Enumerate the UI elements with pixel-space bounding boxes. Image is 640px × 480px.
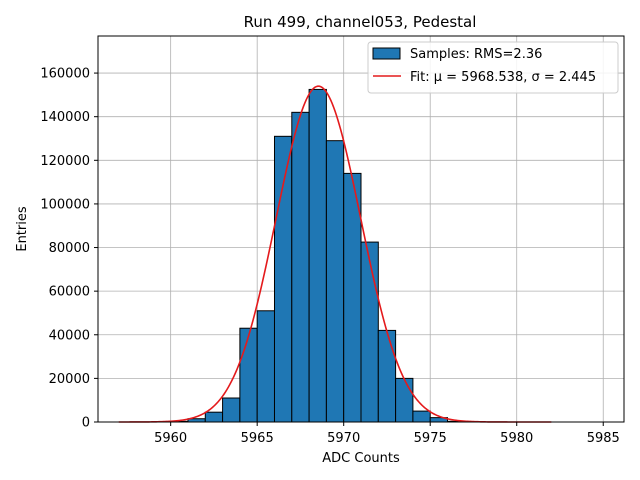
y-tick-label: 20000 [49, 372, 90, 387]
legend: Samples: RMS=2.36 Fit: μ = 5968.538, σ =… [367, 41, 619, 94]
grid [98, 36, 624, 423]
y-axis-label: Entries [15, 206, 30, 252]
y-tick-label: 120000 [40, 154, 90, 169]
x-tick-label: 5985 [587, 431, 620, 446]
histogram-bar [239, 327, 258, 423]
legend-box [367, 41, 619, 94]
legend-label-fit: Fit: μ = 5968.538, σ = 2.445 [410, 70, 596, 85]
chart-title: Run 499, channel053, Pedestal [244, 13, 477, 31]
histogram-bar [412, 410, 431, 423]
y-tick-label: 60000 [49, 285, 90, 300]
histogram-bar [222, 397, 241, 423]
histogram-bar [360, 241, 379, 423]
histogram-bar [204, 411, 224, 423]
x-axis-ticks: 5960 5965 5970 5975 5980 5985 [154, 422, 620, 446]
x-tick-label: 5980 [500, 431, 533, 446]
y-tick-label: 100000 [40, 197, 90, 212]
legend-swatch-samples [372, 47, 401, 60]
x-axis-label: ADC Counts [322, 451, 400, 466]
y-tick-label: 80000 [49, 241, 90, 256]
histogram-bar [273, 135, 293, 423]
y-tick-label: 140000 [40, 110, 90, 125]
y-tick-label: 160000 [40, 67, 90, 82]
x-tick-label: 5975 [414, 431, 447, 446]
histogram-bars [170, 88, 466, 423]
histogram-bar [291, 111, 310, 423]
x-tick-label: 5960 [154, 431, 187, 446]
histogram-bar [256, 310, 275, 423]
histogram-bar [308, 88, 327, 423]
histogram-bar [377, 329, 397, 423]
y-tick-label: 0 [82, 416, 90, 431]
y-tick-label: 40000 [49, 328, 90, 343]
y-axis-ticks: 0 20000 40000 60000 80000 100000 120000 140000 1… [40, 67, 98, 431]
histogram-bar [325, 140, 345, 423]
x-tick-label: 5970 [327, 431, 360, 446]
x-tick-label: 5965 [241, 431, 274, 446]
histogram-bar [395, 377, 414, 423]
legend-label-samples: Samples: RMS=2.36 [410, 47, 542, 62]
plot-frame [97, 35, 625, 423]
